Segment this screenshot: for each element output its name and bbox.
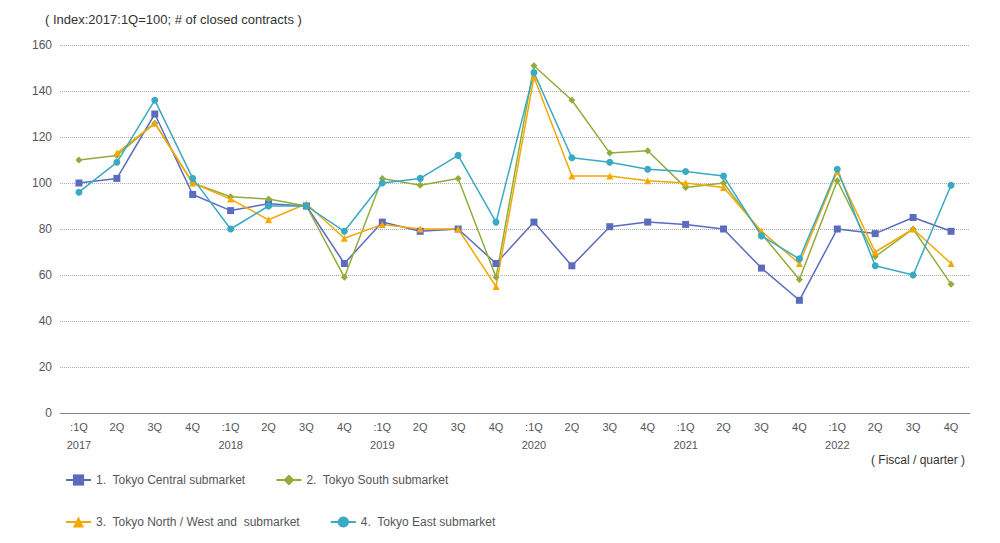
svg-text:2Q: 2Q bbox=[565, 421, 580, 433]
svg-text:2Q: 2Q bbox=[413, 421, 428, 433]
svg-text:4Q: 4Q bbox=[944, 421, 959, 433]
svg-text:2Q: 2Q bbox=[110, 421, 125, 433]
svg-text:4Q: 4Q bbox=[337, 421, 352, 433]
svg-text:80: 80 bbox=[39, 222, 53, 236]
svg-text:3Q: 3Q bbox=[754, 421, 769, 433]
svg-text:3Q: 3Q bbox=[451, 421, 466, 433]
svg-text:140: 140 bbox=[32, 84, 52, 98]
svg-text:( Fiscal / quarter ): ( Fiscal / quarter ) bbox=[871, 453, 965, 467]
svg-text:3Q: 3Q bbox=[299, 421, 314, 433]
svg-text:100: 100 bbox=[32, 176, 52, 190]
svg-text:2017: 2017 bbox=[67, 439, 91, 451]
svg-text:3. Tokyo North / West and su: 3. Tokyo North / West and submarket bbox=[96, 515, 300, 529]
svg-text:2020: 2020 bbox=[522, 439, 546, 451]
svg-text::1Q: :1Q bbox=[828, 421, 846, 433]
svg-text:160: 160 bbox=[32, 38, 52, 52]
svg-text:60: 60 bbox=[39, 268, 53, 282]
svg-text:3Q: 3Q bbox=[602, 421, 617, 433]
svg-text:3Q: 3Q bbox=[906, 421, 921, 433]
svg-text:40: 40 bbox=[39, 314, 53, 328]
svg-text:120: 120 bbox=[32, 130, 52, 144]
svg-text:( Index:2017:1Q=100; # of clos: ( Index:2017:1Q=100; # of closed contrac… bbox=[45, 12, 302, 27]
svg-text::1Q: :1Q bbox=[70, 421, 88, 433]
svg-text:3Q: 3Q bbox=[147, 421, 162, 433]
svg-text:20: 20 bbox=[39, 360, 53, 374]
svg-text:4Q: 4Q bbox=[792, 421, 807, 433]
svg-text:2. Tokyo South submarket: 2. Tokyo South submarket bbox=[306, 473, 449, 487]
svg-text:2021: 2021 bbox=[673, 439, 697, 451]
svg-text:2019: 2019 bbox=[370, 439, 394, 451]
svg-text::1Q: :1Q bbox=[677, 421, 695, 433]
svg-text::1Q: :1Q bbox=[373, 421, 391, 433]
svg-text:2Q: 2Q bbox=[868, 421, 883, 433]
svg-text:4. Tokyo East submarket: 4. Tokyo East submarket bbox=[361, 515, 496, 529]
svg-text::1Q: :1Q bbox=[222, 421, 240, 433]
svg-text:1. Tokyo Central submarket: 1. Tokyo Central submarket bbox=[96, 473, 246, 487]
svg-text:2Q: 2Q bbox=[716, 421, 731, 433]
svg-text:0: 0 bbox=[45, 406, 52, 420]
svg-text:4Q: 4Q bbox=[185, 421, 200, 433]
svg-text::1Q: :1Q bbox=[525, 421, 543, 433]
svg-text:4Q: 4Q bbox=[640, 421, 655, 433]
svg-text:2022: 2022 bbox=[825, 439, 849, 451]
svg-text:2Q: 2Q bbox=[261, 421, 276, 433]
svg-text:2018: 2018 bbox=[218, 439, 242, 451]
svg-text:4Q: 4Q bbox=[489, 421, 504, 433]
